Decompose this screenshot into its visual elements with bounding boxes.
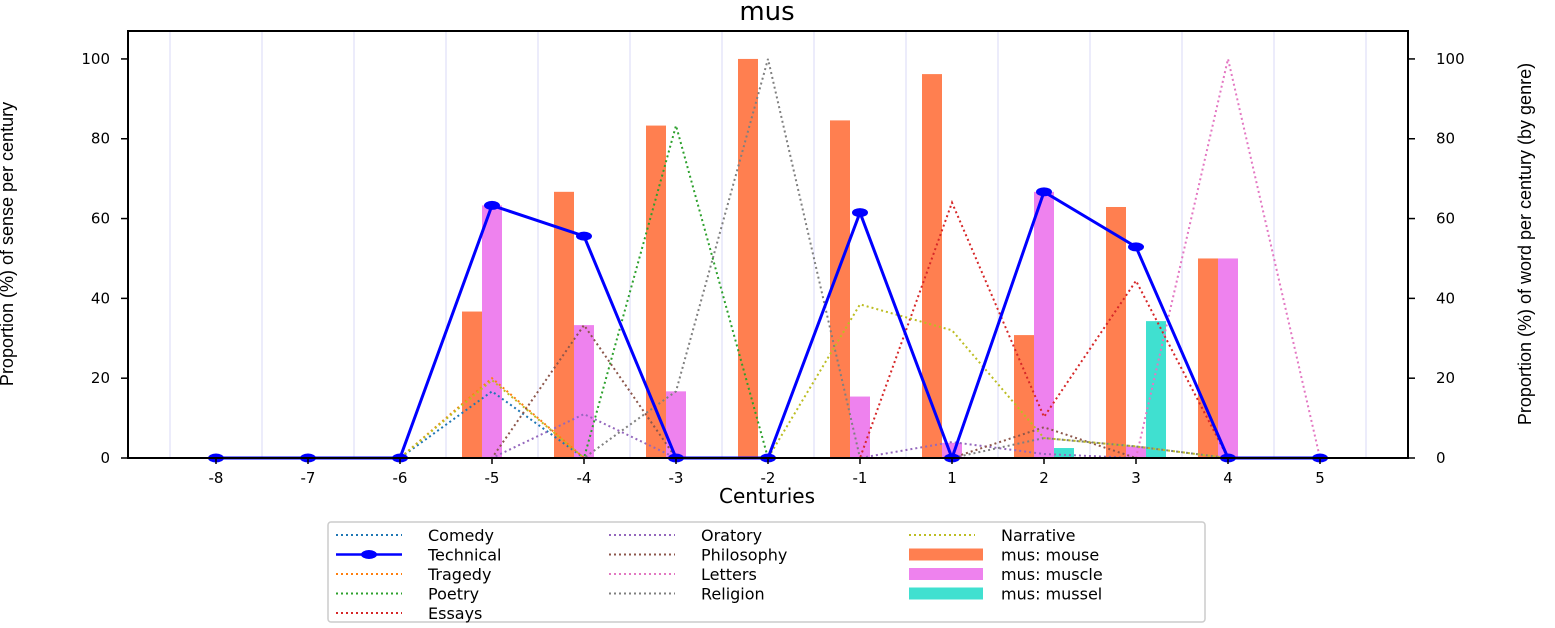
legend-label: Technical: [427, 546, 501, 565]
legend-label: Letters: [701, 565, 757, 584]
y-tick-label-left: 0: [100, 449, 110, 467]
x-tick-label: 5: [1315, 469, 1325, 487]
y-tick-label-left: 80: [91, 130, 110, 148]
legend-label: Essays: [428, 604, 482, 623]
y-axis-left-title: Proportion (%) of sense per century: [0, 102, 17, 386]
x-axis-title: Centuries: [719, 484, 815, 508]
y-tick-label-right: 100: [1436, 50, 1465, 68]
bar-mus-muscle: [1126, 446, 1146, 458]
x-tick-label: 2: [1039, 469, 1049, 487]
y-axis-right-title: Proportion (%) of word per century (by g…: [1515, 63, 1535, 425]
bar-mus-mouse: [1014, 335, 1034, 458]
legend-label: mus: mouse: [1001, 546, 1099, 565]
x-tick-label: 3: [1131, 469, 1141, 487]
bar-mus-mouse: [554, 191, 574, 458]
y-tick-label-right: 0: [1436, 449, 1446, 467]
bar-mus-muscle: [482, 205, 502, 458]
bar-mus-mouse: [646, 125, 666, 459]
bar-mus-mouse: [738, 58, 758, 459]
grid-lines: [169, 31, 1367, 458]
y-tick-label-right: 20: [1436, 369, 1455, 387]
legend-label: Tragedy: [427, 565, 491, 584]
y-tick-label-left: 20: [91, 369, 110, 387]
legend-marker: [361, 550, 377, 559]
y-tick-label-left: 40: [91, 289, 110, 307]
bar-mus-mouse: [922, 74, 942, 459]
x-tick-label: 4: [1223, 469, 1233, 487]
point-technical: [1128, 242, 1144, 252]
axes: 0 0 20 20 40 40 60 60 80 80 100 100 -8 -7 -6 -5 -4 -3 -2 -1…: [81, 50, 1464, 487]
y-tick-label-right: 80: [1436, 130, 1455, 148]
bar-mus-mussel: [1054, 448, 1074, 458]
legend-label: Oratory: [701, 526, 762, 545]
x-tick-label: -2: [761, 469, 776, 487]
y-tick-label-left: 100: [81, 50, 110, 68]
bar-mus-muscle: [1034, 191, 1054, 458]
point-technical: [484, 200, 500, 210]
y-tick-label-right: 40: [1436, 289, 1455, 307]
legend-label: mus: mussel: [1001, 585, 1102, 604]
bar-mus-muscle: [1218, 258, 1238, 458]
legend-swatch: [909, 548, 983, 561]
bar-mus-mouse: [830, 120, 850, 458]
x-tick-label: -6: [393, 469, 408, 487]
x-tick-label: -7: [301, 469, 316, 487]
bar-mus-muscle: [574, 325, 594, 458]
bar-mus-muscle: [850, 396, 870, 458]
x-tick-label: -3: [669, 469, 684, 487]
series-line-religion: [216, 58, 1320, 459]
x-tick-label: -1: [853, 469, 868, 487]
y-tick-label-right: 60: [1436, 210, 1455, 228]
legend-box: [327, 521, 1206, 623]
legend-label: mus: muscle: [1001, 565, 1103, 584]
x-tick-label: -8: [209, 469, 224, 487]
x-tick-label: -5: [485, 469, 500, 487]
x-tick-label: -4: [577, 469, 592, 487]
y-tick-label-left: 60: [91, 210, 110, 228]
legend-label: Comedy: [428, 526, 494, 545]
x-tick-label: 1: [947, 469, 957, 487]
point-technical: [576, 231, 592, 241]
point-technical: [1036, 187, 1052, 197]
chart-title: mus: [739, 0, 794, 27]
legend-label: Philosophy: [701, 546, 787, 565]
legend-label: Narrative: [1001, 526, 1075, 545]
bar-mus-mouse: [462, 311, 482, 458]
bar-mus-mussel: [1146, 321, 1166, 458]
legend-label: Poetry: [428, 585, 479, 604]
legend-swatch: [909, 568, 983, 580]
legend-label: Religion: [701, 585, 765, 604]
legend-swatch: [909, 587, 983, 600]
bar-mus-mouse: [1106, 206, 1126, 458]
bar-mus-muscle: [666, 391, 686, 458]
point-technical: [852, 208, 868, 218]
bars: [462, 58, 1238, 459]
